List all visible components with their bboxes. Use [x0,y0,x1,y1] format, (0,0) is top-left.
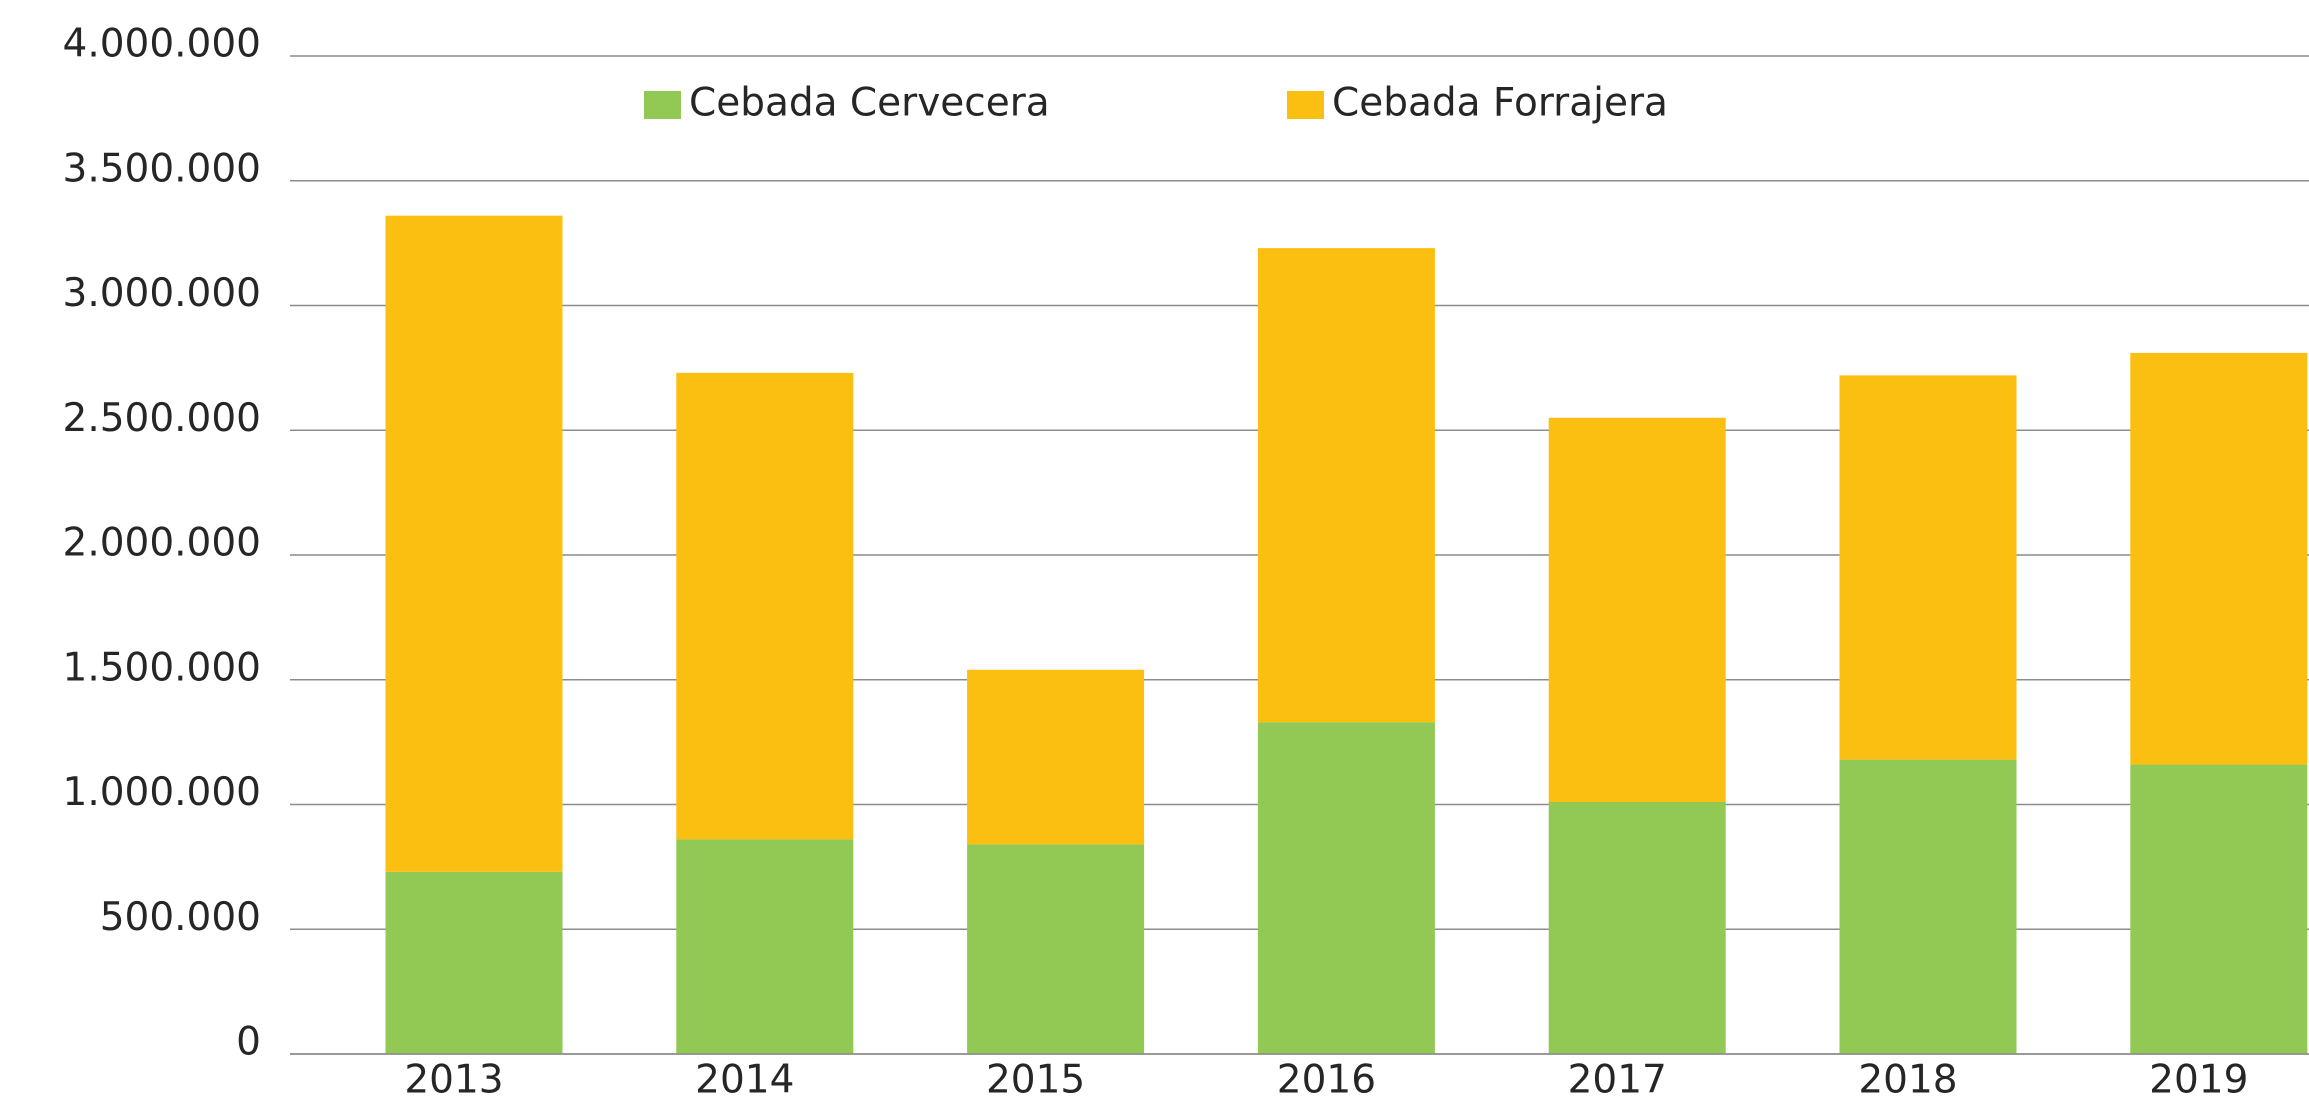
bar-segment [1839,759,2017,1054]
y-tick-label: 2.000.000 [63,521,262,566]
bar-segment [1257,722,1435,1054]
y-tick-label: 1.000.000 [63,770,262,815]
bar-segment [967,669,1145,845]
bar-segment [1839,375,2017,760]
y-tick-label: 500.000 [100,895,261,940]
x-tick-label: 2014 [695,1058,794,1101]
legend-swatch [644,91,681,119]
x-tick-label: 2015 [986,1058,1085,1101]
legend-swatch [1287,91,1324,119]
bar-segment [2130,352,2308,765]
legend-label: Cebada Cervecera [689,81,1050,126]
y-tick-label: 4.000.000 [63,22,262,67]
y-tick-label: 1.500.000 [63,645,262,690]
bar-segment [1257,248,1435,723]
bar-segment [385,871,563,1054]
legend-label: Cebada Forrajera [1332,81,1668,126]
x-tick-label: 2018 [1858,1058,1957,1101]
y-tick-label: 3.500.000 [63,146,262,191]
bar-segment [676,839,854,1054]
bar-segment [676,372,854,840]
bar-segment [1548,417,1726,803]
y-tick-label: 0 [236,1020,261,1065]
bar-segment [2130,764,2308,1054]
bar-segment [385,215,563,872]
x-tick-label: 2019 [2149,1058,2248,1101]
x-tick-label: 2017 [1568,1058,1667,1101]
bar-segment [967,844,1145,1054]
y-tick-label: 3.000.000 [63,271,262,316]
bar-segment [1548,802,1726,1054]
x-tick-label: 2016 [1277,1058,1376,1101]
y-tick-label: 2.500.000 [63,396,262,441]
x-tick-label: 2013 [404,1058,503,1101]
